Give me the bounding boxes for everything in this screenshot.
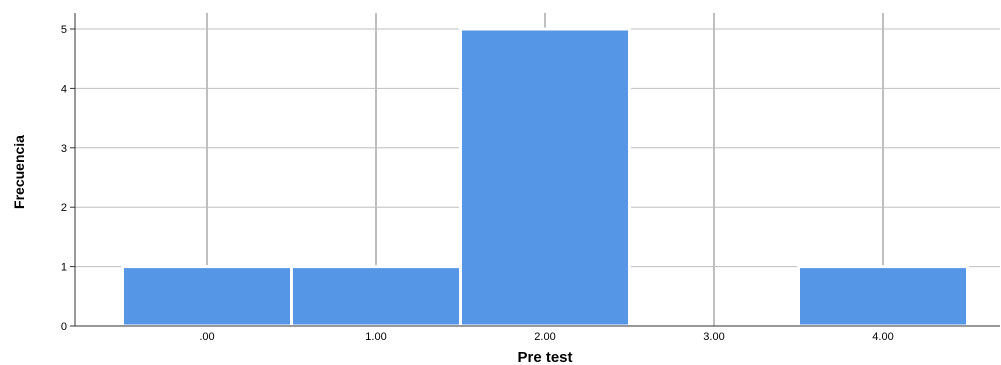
y-tick-labels: 0 1 2 3 4 5 [61,24,67,333]
bar [459,27,631,328]
x-tick-labels: .00 1.00 2.00 3.00 4.00 [199,331,893,343]
y-tick-label: 5 [61,24,67,36]
bars [121,27,969,328]
x-tick-label: 4.00 [872,331,893,343]
y-tick-label: 2 [61,202,67,214]
x-axis-title: Pre test [517,349,572,365]
x-tick-label: .00 [199,331,214,343]
axes [70,13,1000,327]
x-tick-label: 3.00 [703,331,724,343]
y-tick-label: 0 [61,321,67,333]
y-axis-title: Frecuencia [11,135,27,209]
bar [797,265,969,328]
bar [121,265,293,328]
x-tick-label: 2.00 [534,331,555,343]
y-tick-label: 1 [61,262,67,274]
bar [290,265,462,328]
x-tick-label: 1.00 [365,331,386,343]
y-tick-label: 4 [61,83,67,95]
y-tick-label: 3 [61,143,67,155]
